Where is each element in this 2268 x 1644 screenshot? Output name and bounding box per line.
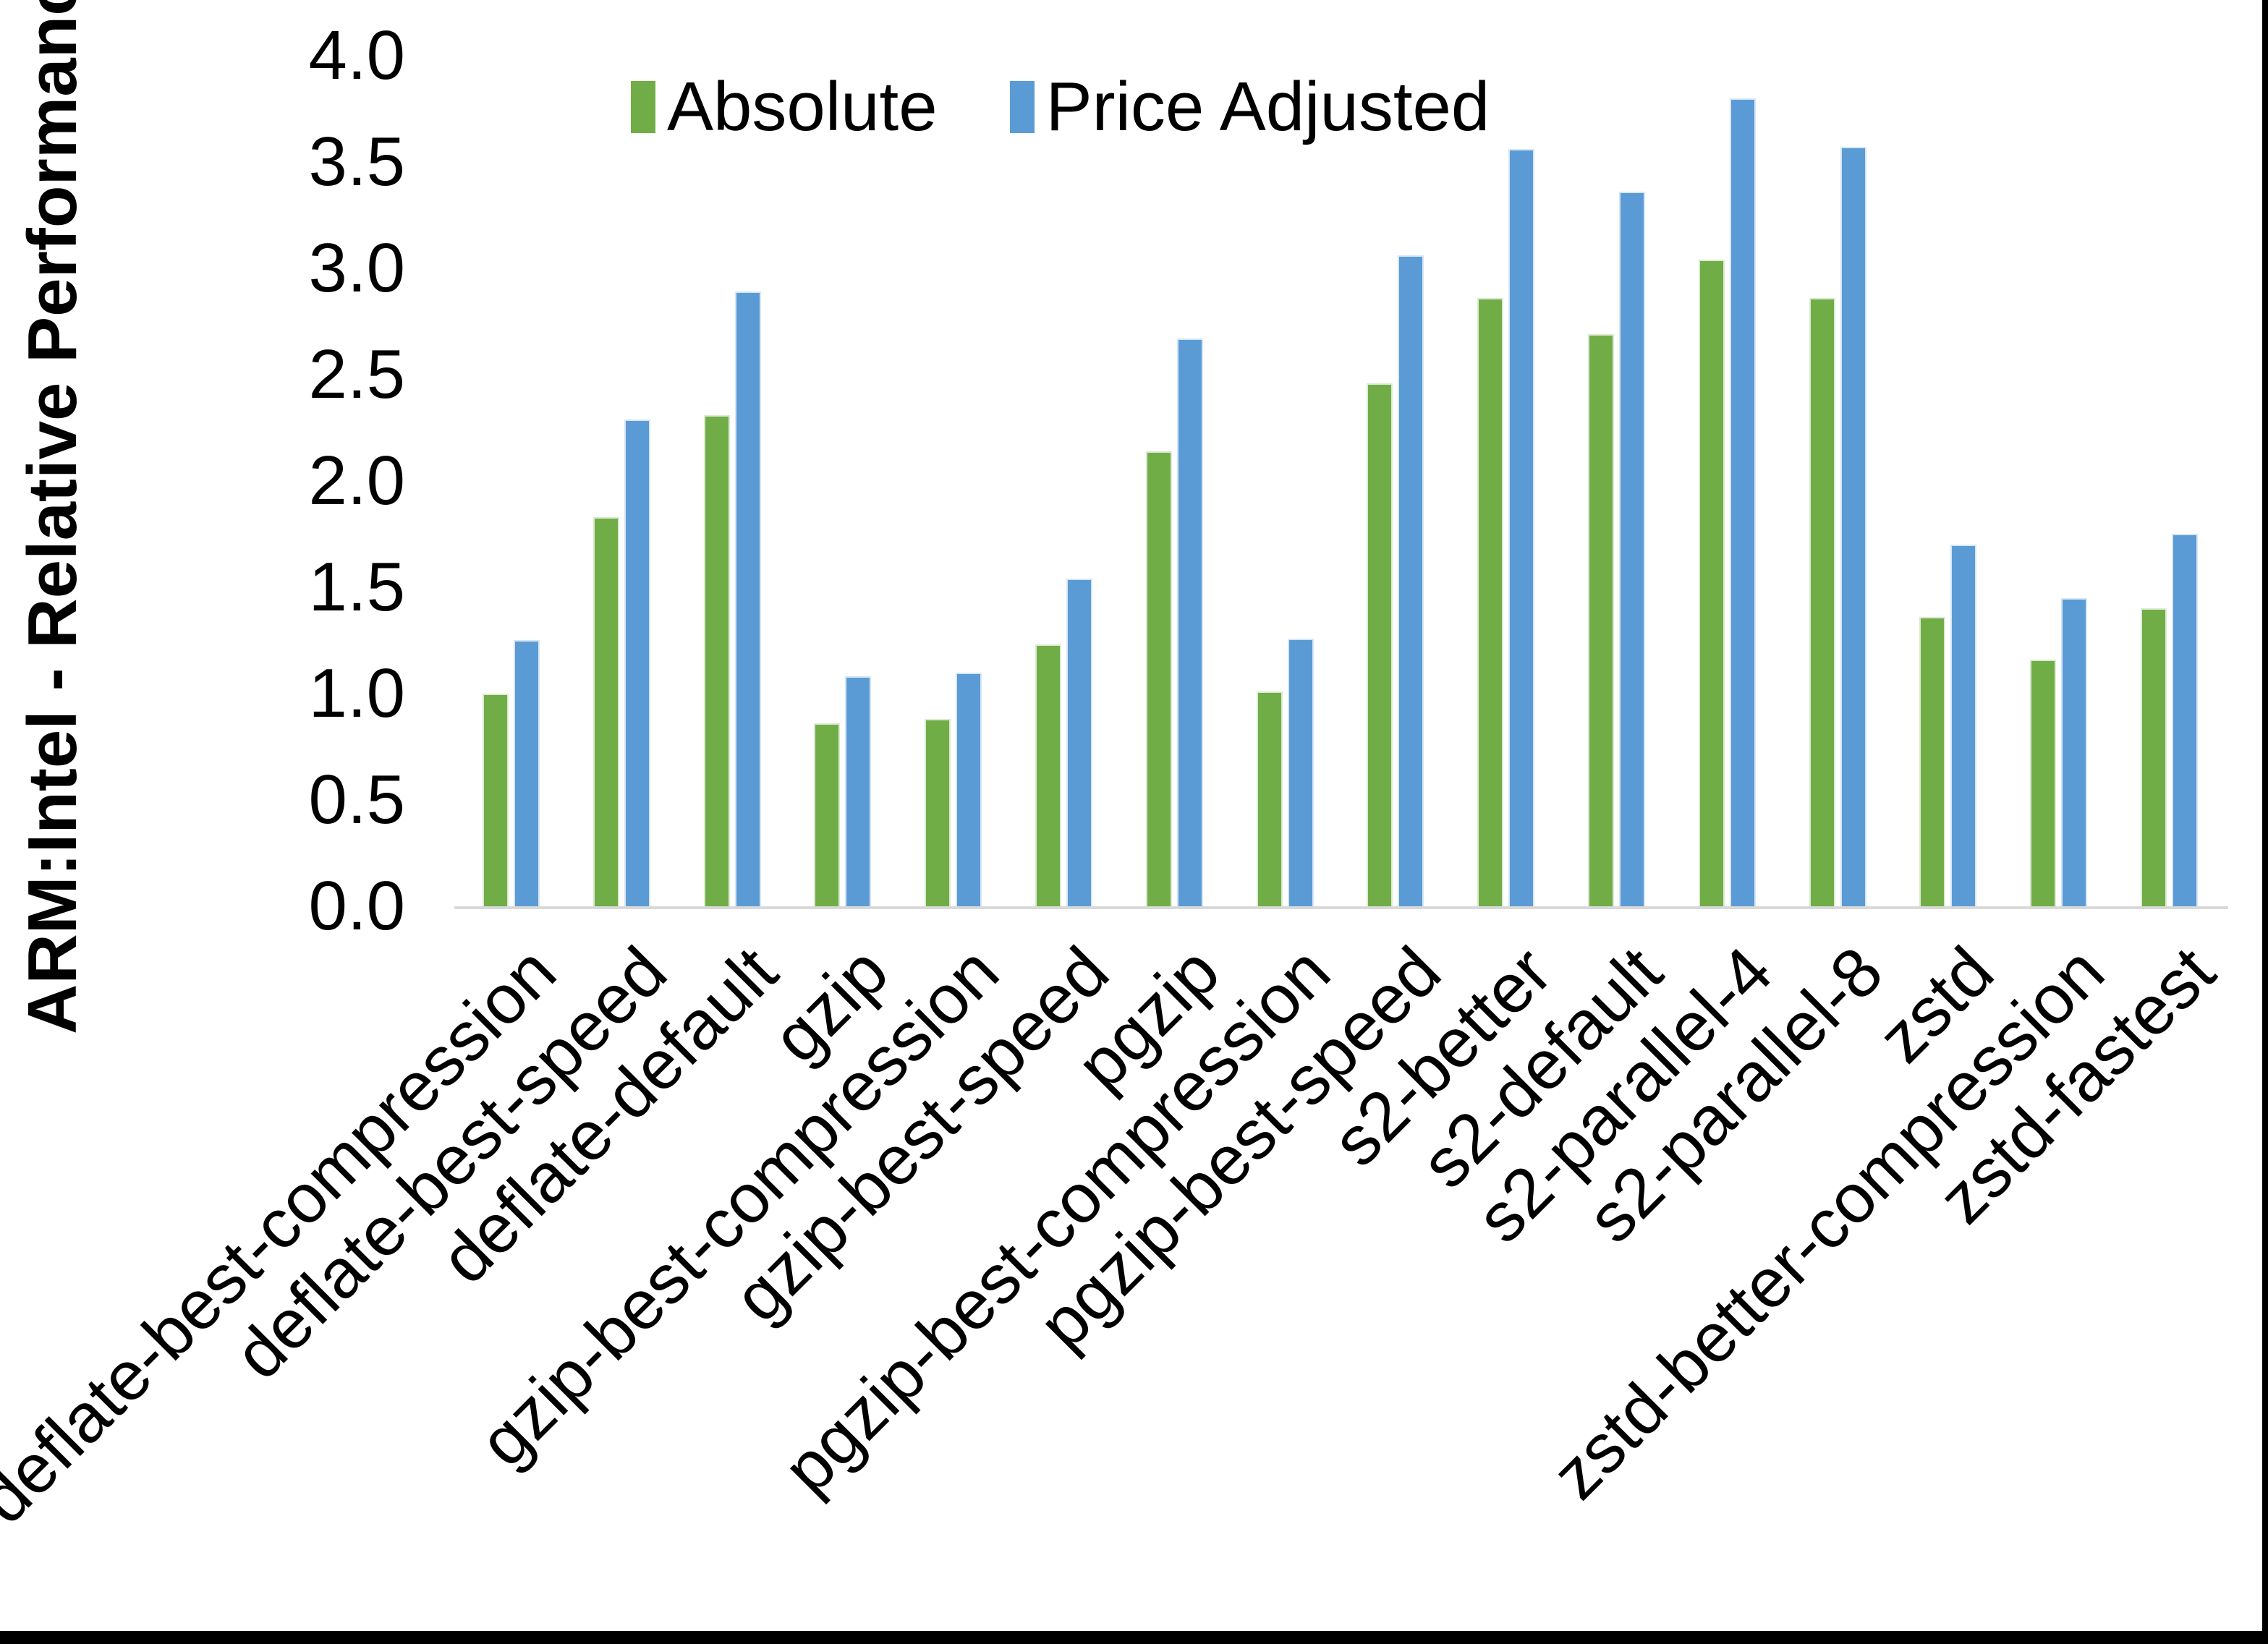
bar-absolute-s2-parallel-4 [1698,260,1725,906]
x-axis-line [454,906,2228,909]
bar-group-deflate-best-compression [456,56,566,906]
screenshot-right-border [2262,0,2268,1644]
legend-label: Price Adjusted [1045,68,1490,145]
bar-absolute-zstd [1919,617,1946,906]
y-tick-label-3.0: 3.0 [308,229,405,307]
bar-absolute-pgzip-best-compression [1256,691,1283,906]
bar-absolute-gzip-best-compression [925,719,951,906]
bar-absolute-pgzip-best-speed [1367,383,1393,906]
bar-absolute-pgzip [1145,451,1172,906]
y-tick-label-2.0: 2.0 [308,442,405,519]
plot-area [456,56,2225,906]
bar-price-adjusted-gzip-best-speed [1066,579,1092,906]
bar-price-adjusted-pgzip-best-speed [1398,255,1424,906]
legend-label: Absolute [667,68,938,145]
bar-absolute-zstd-better-compression [2030,660,2057,906]
screenshot-bottom-border [0,1631,2268,1644]
bar-group-zstd-fastest [2114,56,2225,906]
y-tick-label-1.0: 1.0 [308,655,405,732]
y-tick-label-1.5: 1.5 [308,548,405,626]
bar-group-s2-parallel-8 [1783,56,1893,906]
bar-absolute-s2-default [1588,334,1615,906]
y-tick-label-0.5: 0.5 [308,761,405,838]
bar-group-deflate-default [677,56,788,906]
bar-group-zstd-better-compression [2003,56,2114,906]
bar-group-deflate-best-speed [566,56,677,906]
bar-group-pgzip-best-speed [1341,56,1451,906]
bar-price-adjusted-pgzip [1176,338,1203,906]
legend-swatch-icon [631,81,655,133]
bar-price-adjusted-zstd-fastest [2172,534,2199,906]
bar-price-adjusted-s2-parallel-4 [1729,98,1756,906]
bar-group-gzip-best-speed [1008,56,1119,906]
y-tick-label-3.5: 3.5 [308,123,405,200]
legend-item-price-adjusted: Price Adjusted [1009,68,1490,145]
bar-price-adjusted-gzip-best-compression [956,673,982,906]
bar-absolute-deflate-best-speed [593,517,619,906]
bar-absolute-gzip [814,723,841,906]
bar-absolute-s2-better [1477,298,1504,906]
bar-price-adjusted-zstd-better-compression [2061,598,2088,906]
bar-price-adjusted-s2-better [1508,149,1535,906]
bar-absolute-deflate-default [703,415,730,906]
chart-legend: Absolute Price Adjusted [631,72,1490,142]
legend-swatch-icon [1009,81,1035,133]
bar-absolute-s2-parallel-8 [1809,298,1835,906]
bar-group-gzip-best-compression [898,56,1008,906]
bar-group-s2-parallel-4 [1672,56,1783,906]
y-axis-title: ARM:Intel - Relative Performance [14,0,91,1035]
bar-price-adjusted-pgzip-best-compression [1287,639,1314,906]
bar-price-adjusted-zstd [1950,545,1977,906]
y-tick-label-0.0: 0.0 [308,867,405,945]
bar-price-adjusted-s2-parallel-8 [1840,147,1866,906]
bar-price-adjusted-deflate-best-speed [624,419,650,906]
bar-group-pgzip-best-compression [1230,56,1341,906]
bar-price-adjusted-gzip [845,676,872,906]
bar-group-s2-better [1451,56,1561,906]
bar-price-adjusted-deflate-best-compression [513,640,540,906]
y-tick-label-4.0: 4.0 [308,17,405,94]
legend-item-absolute: Absolute [631,72,938,142]
bar-price-adjusted-s2-default [1619,192,1646,906]
bar-absolute-gzip-best-speed [1035,644,1061,906]
bar-absolute-zstd-fastest [2141,608,2167,906]
bar-group-zstd [1893,56,2004,906]
bar-price-adjusted-deflate-default [734,291,761,906]
bar-group-s2-default [1561,56,1672,906]
bar-group-pgzip [1119,56,1230,906]
bar-group-gzip [787,56,898,906]
y-tick-label-2.5: 2.5 [308,336,405,413]
bar-absolute-deflate-best-compression [482,694,509,906]
